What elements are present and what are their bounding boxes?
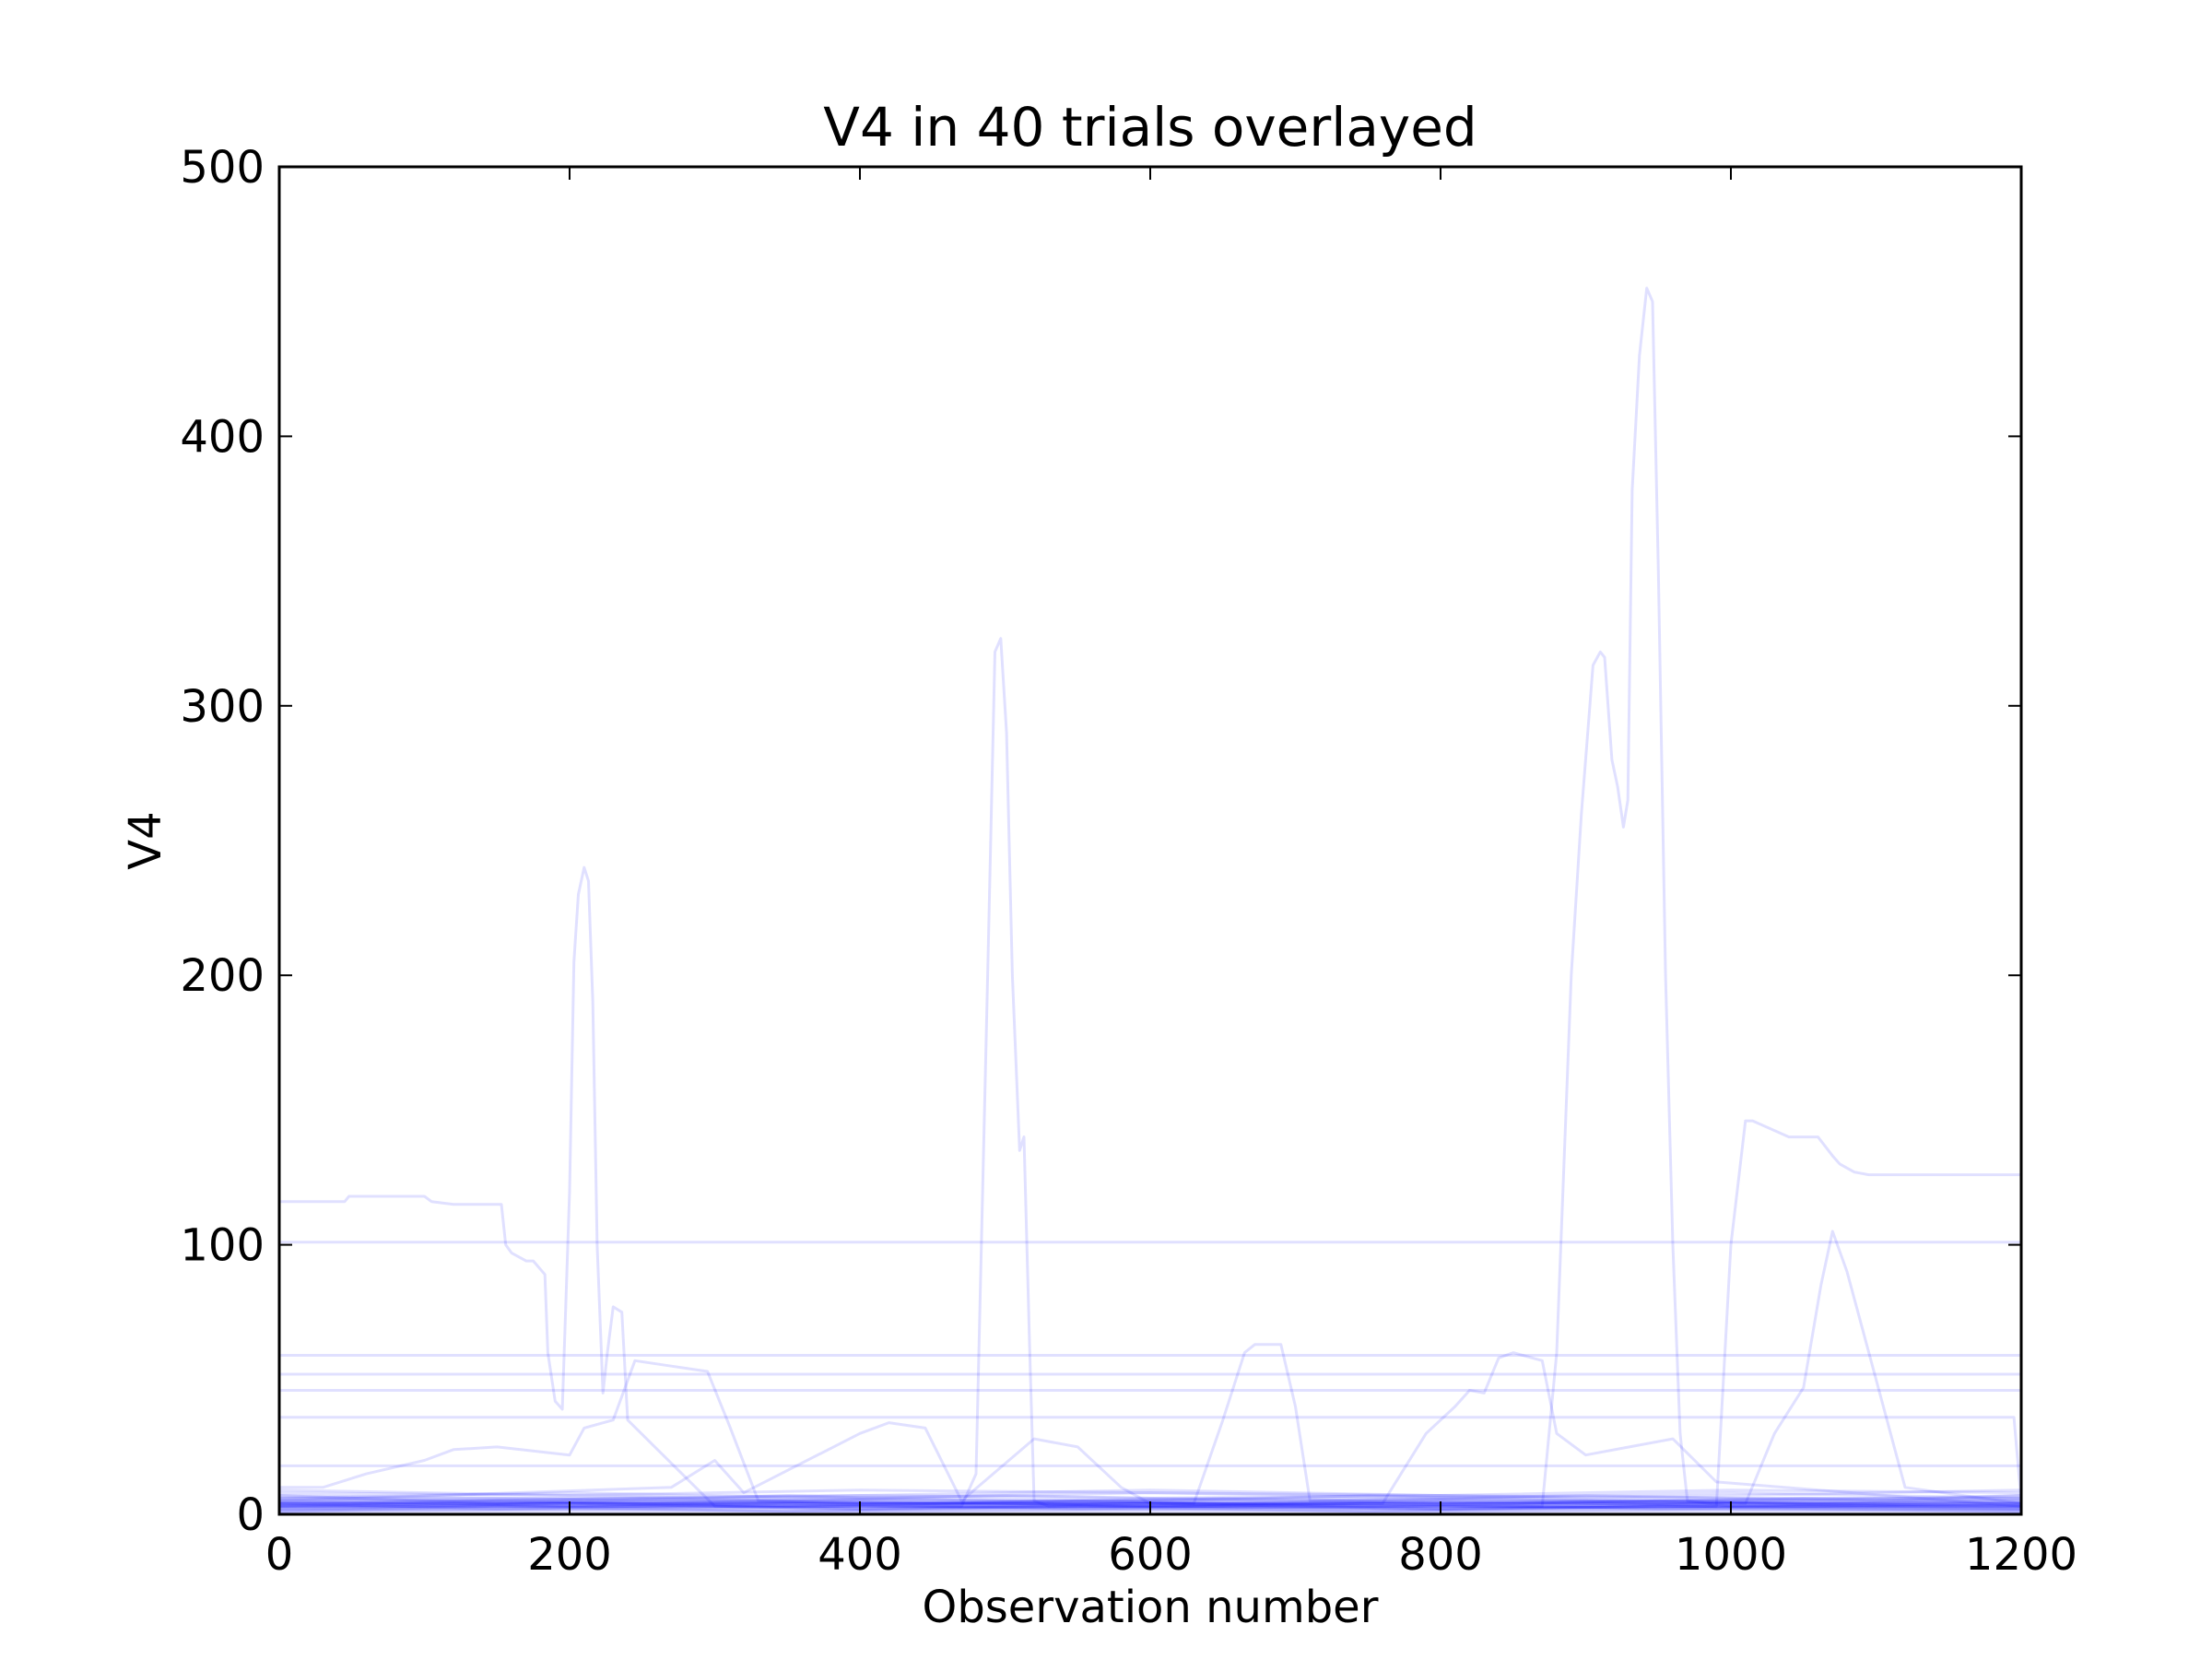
- x-tick-label: 1200: [1965, 1529, 2077, 1581]
- y-axis-title: V4: [120, 811, 171, 869]
- series-line-1: [279, 865, 2021, 1511]
- series-line-17: [279, 1488, 2021, 1497]
- series-line-9: [279, 1416, 2021, 1501]
- series-line-14: [279, 1351, 2021, 1508]
- series-line-2: [279, 637, 2021, 1511]
- x-tick-label: 800: [1398, 1529, 1483, 1581]
- series-line-21: [279, 1499, 2021, 1505]
- x-axis-title: Observation number: [923, 1582, 1379, 1633]
- chart-title: V4 in 40 trials overlayed: [823, 96, 1477, 159]
- series-line-16: [279, 1494, 2021, 1500]
- series-line-15: [279, 1230, 2021, 1505]
- x-tick-label: 200: [527, 1529, 612, 1581]
- series-line-29: [279, 1504, 2021, 1513]
- series-line-18: [279, 1497, 2021, 1502]
- y-tick-label: 200: [180, 950, 265, 1002]
- series-line-27: [279, 1488, 2021, 1500]
- series-line-34: [279, 1501, 2021, 1511]
- x-tick-label: 600: [1108, 1529, 1193, 1581]
- series-line-12: [279, 1421, 2021, 1508]
- series-line-33: [279, 1491, 2021, 1500]
- x-tick-label: 400: [818, 1529, 902, 1581]
- y-tick-label: 500: [180, 142, 265, 194]
- x-tick-label: 0: [265, 1529, 294, 1581]
- x-tick-label: 1000: [1675, 1529, 1787, 1581]
- series-line-22: [279, 1494, 2021, 1502]
- series-line-13: [279, 1343, 2021, 1505]
- y-tick-label: 0: [236, 1489, 265, 1541]
- y-tick-label: 300: [180, 681, 265, 733]
- series-line-11: [279, 1359, 2021, 1505]
- y-tick-label: 100: [180, 1220, 265, 1272]
- x-axis: 0 200 400 600 800 1000 1200: [265, 167, 2077, 1581]
- y-axis: 0 100 200 300 400 500: [180, 142, 2021, 1541]
- series-line-25: [279, 1497, 2021, 1505]
- series-line-39: [279, 1494, 2021, 1505]
- series-line-24: [279, 1499, 2021, 1508]
- series-line-3: [279, 287, 2021, 1508]
- series-line-4: [279, 1119, 2021, 1508]
- series-line-30: [279, 1497, 2021, 1505]
- y-tick-label: 400: [180, 411, 265, 463]
